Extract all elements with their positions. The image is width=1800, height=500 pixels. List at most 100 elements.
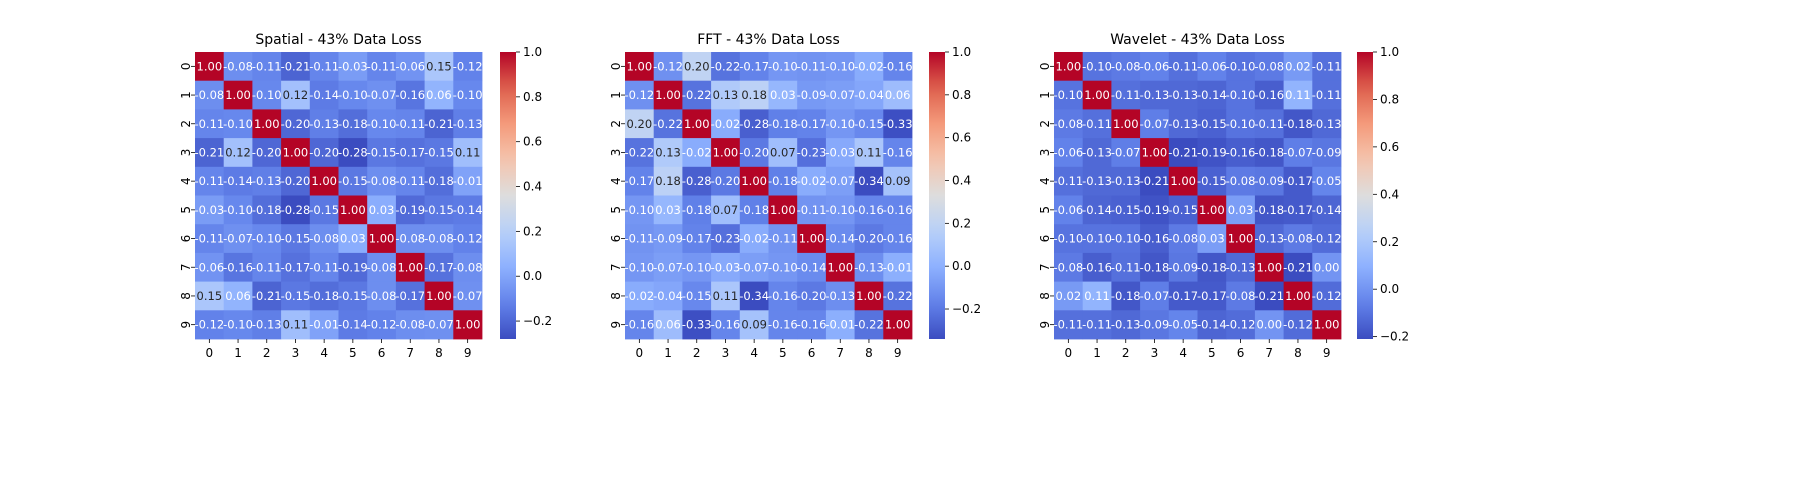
heatmap-cell <box>768 195 798 225</box>
colorbar-tick-label: 1.0 <box>1380 45 1399 59</box>
cell-value-label: -0.06 <box>1197 59 1227 73</box>
heatmap-cell <box>682 224 712 254</box>
cell-value-label: -0.10 <box>1082 59 1112 73</box>
heatmap-cell <box>1111 109 1141 139</box>
cell-value-label: -0.17 <box>1283 203 1313 217</box>
heatmap-cell <box>252 252 282 282</box>
cell-value-label: -0.07 <box>453 289 483 303</box>
cell-value-label: -0.20 <box>797 289 827 303</box>
heatmap-cell <box>424 281 454 311</box>
cell-value-label: 1.00 <box>741 174 767 188</box>
heatmap-cell <box>223 195 253 225</box>
cell-value-label: -0.17 <box>395 145 425 159</box>
cell-value-label: -0.15 <box>338 289 368 303</box>
cell-value-label: -0.20 <box>281 117 311 131</box>
heatmap-cell <box>1168 310 1198 340</box>
heatmap-cell <box>1054 281 1084 311</box>
cell-value-label: 1.00 <box>684 117 710 131</box>
cell-value-label: -0.19 <box>395 203 425 217</box>
y-tick-label: 2 <box>609 120 623 128</box>
heatmap-cell <box>1254 252 1284 282</box>
heatmap-cell <box>1197 310 1227 340</box>
heatmap-cell <box>1226 281 1256 311</box>
cell-value-label: -0.11 <box>797 59 827 73</box>
cell-value-label: -0.14 <box>338 318 368 332</box>
cell-value-label: -0.01 <box>825 318 855 332</box>
heatmap-cell <box>367 109 397 139</box>
heatmap-cell <box>883 224 913 254</box>
heatmap-cell <box>1226 195 1256 225</box>
cell-value-label: -0.06 <box>194 260 224 274</box>
heatmap-cell <box>653 281 683 311</box>
cell-value-label: -0.28 <box>281 203 311 217</box>
heatmap-cell <box>252 195 282 225</box>
heatmap-cell <box>281 224 311 254</box>
heatmap-cell <box>883 252 913 282</box>
heatmap-cell <box>1197 138 1227 168</box>
cell-value-label: -0.08 <box>223 59 253 73</box>
heatmap-cell <box>195 224 225 254</box>
cell-value-label: -0.18 <box>1140 260 1170 274</box>
cell-value-label: -0.14 <box>797 260 827 274</box>
cell-value-label: -0.16 <box>768 289 798 303</box>
heatmap-cell <box>1283 310 1313 340</box>
colorbar-tick-label: 0.6 <box>523 135 542 149</box>
cell-value-label: -0.12 <box>653 59 683 73</box>
colorbar-tick-label: 0.0 <box>1380 282 1399 296</box>
heatmap-cell <box>825 52 855 82</box>
cell-value-label: 0.12 <box>283 88 309 102</box>
heatmap-cell <box>739 166 769 196</box>
heatmap-cell <box>1082 195 1112 225</box>
cell-value-label: -0.16 <box>883 145 913 159</box>
y-tick-label: 2 <box>1038 120 1052 128</box>
heatmap-cell <box>739 109 769 139</box>
heatmap-cell <box>281 310 311 340</box>
heatmap-cell <box>195 310 225 340</box>
cell-value-label: -0.06 <box>1053 145 1083 159</box>
heatmap-cell <box>367 310 397 340</box>
heatmap-cell <box>1111 80 1141 110</box>
colorbar-tick-label: 0.2 <box>523 224 542 238</box>
cell-value-label: -0.17 <box>624 174 654 188</box>
cell-value-label: -0.19 <box>1197 145 1227 159</box>
heatmap-cell <box>338 224 368 254</box>
colorbar-tick-label: 0.4 <box>1380 187 1399 201</box>
cell-value-label: -0.20 <box>711 174 741 188</box>
heatmap-cell <box>1168 281 1198 311</box>
cell-value-label: -0.02 <box>624 289 654 303</box>
cell-value-label: -0.02 <box>797 174 827 188</box>
cell-value-label: -0.07 <box>739 260 769 274</box>
heatmap-cell <box>1054 310 1084 340</box>
heatmap-cell <box>309 138 339 168</box>
heatmap-cell <box>768 224 798 254</box>
heatmap-cell <box>1054 166 1084 196</box>
cell-value-label: -0.22 <box>624 145 654 159</box>
heatmap-cell <box>1082 52 1112 82</box>
cell-value-label: -0.13 <box>252 174 282 188</box>
heatmap-cell <box>854 310 884 340</box>
cell-value-label: -0.15 <box>1168 203 1198 217</box>
cell-value-label: 0.20 <box>627 117 653 131</box>
x-tick-label: 6 <box>378 346 386 360</box>
heatmap-cell <box>653 310 683 340</box>
heatmap-cell <box>424 109 454 139</box>
heatmap-cell <box>281 52 311 82</box>
cell-value-label: -0.13 <box>1111 174 1141 188</box>
cell-value-label: -0.03 <box>194 203 224 217</box>
heatmap-cell <box>424 80 454 110</box>
cell-value-label: 0.07 <box>713 203 739 217</box>
cell-value-label: -0.11 <box>1312 88 1342 102</box>
x-tick-label: 3 <box>722 346 730 360</box>
heatmap-cell <box>367 80 397 110</box>
heatmap-cell <box>653 109 683 139</box>
heatmap-cell <box>395 52 425 82</box>
heatmap-cell <box>653 224 683 254</box>
heatmap-cell <box>768 138 798 168</box>
colorbar-tick-label: −0.2 <box>523 314 552 328</box>
heatmap-cell <box>223 80 253 110</box>
colorbar-tick-label: −0.2 <box>1380 330 1409 344</box>
cell-value-label: -0.08 <box>367 260 397 274</box>
heatmap-cell <box>424 138 454 168</box>
heatmap-cell <box>1226 80 1256 110</box>
cell-value-label: -0.10 <box>825 59 855 73</box>
